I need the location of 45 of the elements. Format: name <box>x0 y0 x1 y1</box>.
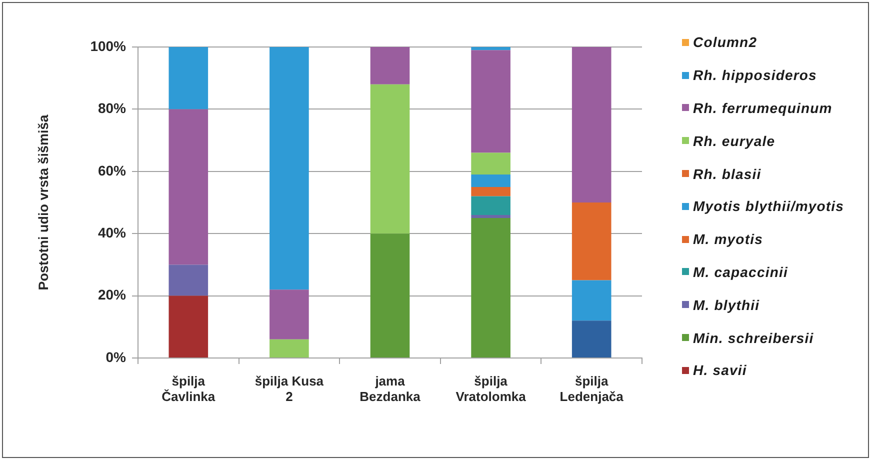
y-tick-label: 60% <box>98 162 127 178</box>
y-tick-label: 0% <box>106 348 127 365</box>
legend-label: Myotis blythii/myotis <box>693 198 844 214</box>
bar <box>471 196 510 215</box>
bar <box>572 202 612 280</box>
bar <box>270 290 309 340</box>
bar <box>370 84 410 234</box>
legend-label: Rh. blasii <box>693 166 762 182</box>
bar <box>270 47 309 290</box>
bar <box>471 186 510 196</box>
bar <box>471 152 510 175</box>
y-axis-title: Postotni udio vrsta šišmiša <box>36 114 51 290</box>
x-tick-label: špilja Čavlinka <box>162 373 216 404</box>
x-tick-label: špilja Kusa 2 <box>254 373 324 404</box>
bar <box>370 234 410 358</box>
x-tick-label: jama Bezdanka <box>360 373 422 404</box>
bar <box>168 109 208 265</box>
y-tick-label: 40% <box>98 224 127 240</box>
bar <box>572 47 612 202</box>
bar <box>471 174 510 187</box>
legend-label: M. capaccinii <box>693 264 788 280</box>
legend-label: Column2 <box>693 34 758 50</box>
y-tick-label: 100% <box>90 38 127 54</box>
x-tick-label: špilja Ledenjača <box>560 373 624 404</box>
legend-label: M. blythii <box>693 296 760 313</box>
bar <box>471 50 510 153</box>
bar <box>572 320 612 358</box>
legend-label: Rh. hipposideros <box>693 67 817 84</box>
bar <box>168 264 208 296</box>
bar <box>471 214 510 218</box>
bar <box>168 296 208 358</box>
legend-label: H. savii <box>693 362 747 378</box>
bar <box>270 339 309 358</box>
bar <box>168 47 208 110</box>
bar <box>572 280 612 321</box>
legend-label: Rh. ferrumequinum <box>693 100 832 116</box>
y-tick-label: 20% <box>98 286 127 303</box>
y-tick-label: 80% <box>98 100 127 116</box>
x-tick-label: špilja Vratolomka <box>456 373 527 404</box>
bar <box>370 47 410 84</box>
legend-label: M. myotis <box>693 231 763 248</box>
bar <box>471 47 510 50</box>
bar <box>471 218 510 358</box>
legend-label: Min. schreibersii <box>693 330 814 346</box>
legend-label: Rh. euryale <box>693 132 776 149</box>
